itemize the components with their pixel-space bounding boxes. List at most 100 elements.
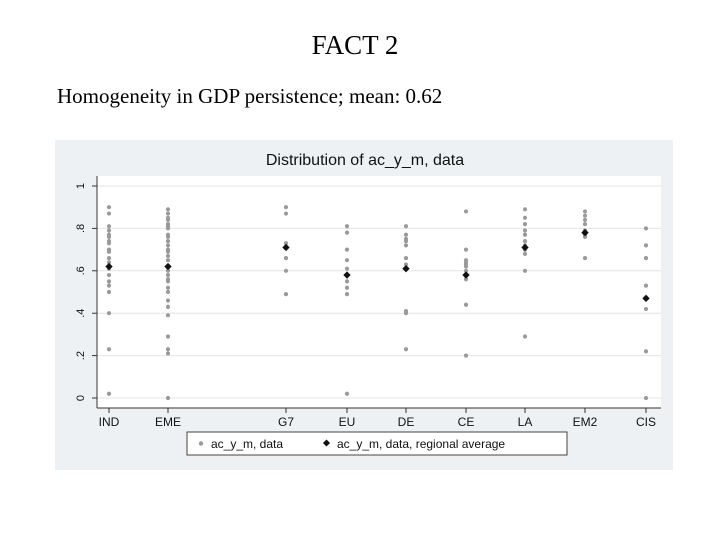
data-point [463, 268, 469, 273]
data-point [106, 289, 112, 295]
slide-subtitle: Homogeneity in GDP persistence; mean: 0.… [57, 84, 443, 108]
legend-label-data: ac_y_m, data [211, 437, 283, 451]
legend-box [186, 431, 568, 456]
data-point [463, 209, 469, 214]
legend-diamond-marker [322, 439, 331, 447]
data-point [165, 395, 171, 401]
data-point [643, 283, 649, 288]
data-point [165, 268, 171, 273]
data-point [165, 347, 171, 352]
data-point [463, 353, 469, 358]
data-point [283, 255, 289, 261]
average-point [164, 262, 172, 271]
x-tick-label: CE [458, 415, 475, 429]
data-point [344, 247, 350, 252]
data-point [165, 313, 171, 318]
data-point [582, 255, 588, 261]
data-point [582, 222, 588, 227]
average-point [581, 228, 589, 237]
data-point [106, 234, 112, 239]
data-point [165, 234, 171, 239]
slide-title: FACT 2 [311, 30, 399, 60]
y-tick-label: .8 [75, 224, 87, 233]
data-point [643, 349, 649, 354]
data-point [165, 249, 171, 254]
data-point [522, 268, 528, 273]
data-point [165, 279, 171, 284]
data-point [522, 239, 528, 244]
data-point [283, 211, 289, 216]
data-point [403, 311, 409, 316]
data-point [165, 226, 171, 231]
data-point [403, 239, 409, 244]
x-tick-label: LA [518, 415, 533, 429]
data-point [522, 251, 528, 256]
chart-container: Distribution of ac_y_m, data 0.2.4.6.8 1 … [55, 140, 673, 470]
legend-label-average: ac_y_m, data, regional average [337, 437, 505, 451]
data-point [403, 255, 409, 261]
data-point [165, 253, 171, 259]
data-point [106, 249, 112, 254]
average-point [105, 262, 113, 271]
data-point [165, 211, 171, 216]
data-point [403, 224, 409, 229]
data-point [165, 243, 171, 248]
data-point [106, 228, 112, 233]
x-axis-ticks: IND EME G7 EU DE CE LA EM2 CIS [99, 408, 656, 429]
data-point [643, 255, 649, 261]
data-point [582, 213, 588, 218]
y-tick-label: .2 [75, 351, 87, 360]
data-point [106, 260, 112, 265]
y-tick-label: 1 [75, 183, 87, 189]
data-point [643, 243, 649, 248]
data-point [106, 279, 112, 284]
data-point [165, 272, 171, 278]
data-point [283, 205, 289, 210]
data-point [403, 232, 409, 237]
data-point [403, 243, 409, 248]
data-point [106, 211, 112, 216]
data-point [106, 205, 112, 210]
average-point [642, 294, 650, 303]
data-point [106, 241, 112, 246]
data-point [165, 258, 171, 263]
average-point [282, 243, 290, 252]
data-point [344, 258, 350, 263]
data-point [463, 247, 469, 252]
y-tick-label: .6 [75, 266, 87, 275]
data-point [344, 285, 350, 290]
data-point [344, 230, 350, 235]
gridlines [97, 185, 661, 399]
data-point [522, 232, 528, 237]
data-point [165, 285, 171, 290]
data-point [344, 279, 350, 284]
data-point [463, 302, 469, 307]
data-point [165, 351, 171, 356]
data-point [344, 224, 350, 229]
data-points [106, 205, 649, 401]
chart-title: Distribution of ac_y_m, data [266, 152, 464, 169]
data-point [344, 292, 350, 297]
data-point [106, 283, 112, 288]
x-tick-label: IND [99, 415, 120, 429]
data-point [283, 268, 289, 273]
data-point [165, 289, 171, 295]
x-tick-label: EU [339, 415, 356, 429]
data-point [463, 264, 469, 269]
plot-area [97, 176, 661, 408]
data-point [463, 277, 469, 282]
data-point [643, 395, 649, 401]
data-point [403, 262, 409, 267]
data-point [106, 391, 112, 396]
data-point [522, 215, 528, 220]
data-point [283, 241, 289, 246]
y-axis-ticks: 0 .2 .4 .6 .8 1 [75, 183, 97, 401]
y-tick-label: .4 [75, 309, 87, 318]
data-point [106, 311, 112, 316]
data-point [643, 306, 649, 312]
data-point [165, 298, 171, 303]
x-tick-label: EME [155, 415, 181, 429]
data-point [522, 222, 528, 227]
data-point [522, 334, 528, 339]
data-point [106, 224, 112, 229]
